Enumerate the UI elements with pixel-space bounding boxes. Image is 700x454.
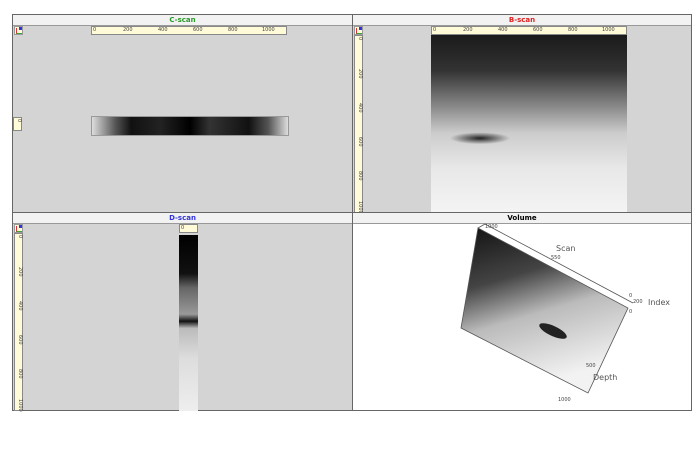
axes-orientation-icon[interactable] bbox=[354, 26, 363, 35]
volume-title: Volume bbox=[353, 213, 691, 224]
tick-label: 0 bbox=[17, 235, 23, 239]
bscan-image[interactable] bbox=[431, 35, 627, 213]
index-tick: 0 bbox=[629, 293, 633, 299]
dscan-panel[interactable]: D-scan 0 0 200 400 600 800 1000 bbox=[12, 212, 353, 412]
tick-label: 600 bbox=[193, 27, 203, 33]
tick-label: 0 bbox=[181, 225, 185, 231]
volume-3d-view[interactable] bbox=[353, 223, 693, 411]
tick-label: 600 bbox=[533, 27, 543, 33]
tick-label: 600 bbox=[357, 137, 363, 147]
tick-label: 0 bbox=[357, 37, 363, 41]
tick-label: 600 bbox=[17, 335, 23, 345]
dscan-image[interactable] bbox=[179, 235, 198, 411]
tick-label: 200 bbox=[463, 27, 473, 33]
scan-tick: 550 bbox=[551, 255, 561, 261]
volume-panel[interactable]: Volume Scan 1000 550 Index 0 200 0 Depth… bbox=[352, 212, 692, 411]
tick-label: 0 bbox=[433, 27, 437, 33]
tick-label: 400 bbox=[158, 27, 168, 33]
cscan-vertical-ruler[interactable]: 0 bbox=[13, 117, 22, 131]
depth-axis-label: Depth bbox=[593, 373, 618, 382]
cscan-panel[interactable]: C-scan 0 200 400 600 800 1000 0 bbox=[12, 14, 353, 213]
dscan-horizontal-ruler[interactable]: 0 bbox=[179, 224, 198, 233]
tick-label: 800 bbox=[568, 27, 578, 33]
index-axis-label: Index bbox=[648, 298, 671, 307]
tick-label: 400 bbox=[357, 103, 363, 113]
index-tick: 0 bbox=[629, 309, 633, 315]
dscan-title: D-scan bbox=[13, 213, 352, 224]
bscan-panel[interactable]: B-scan 0 200 400 600 800 1000 0 200 400 … bbox=[352, 14, 692, 214]
cscan-horizontal-ruler[interactable]: 0 200 400 600 800 1000 bbox=[91, 26, 287, 35]
tick-label: 0 bbox=[16, 119, 22, 123]
scan-axis-label: Scan bbox=[556, 244, 576, 253]
tick-label: 800 bbox=[357, 171, 363, 181]
bscan-vertical-ruler[interactable]: 0 200 400 600 800 1000 bbox=[354, 35, 363, 214]
axes-orientation-icon[interactable] bbox=[14, 224, 23, 233]
bscan-horizontal-ruler[interactable]: 0 200 400 600 800 1000 bbox=[431, 26, 627, 35]
tick-label: 1000 bbox=[602, 27, 615, 33]
bscan-title: B-scan bbox=[353, 15, 691, 26]
volume-defect bbox=[539, 323, 567, 339]
tick-label: 0 bbox=[93, 27, 97, 33]
cscan-title: C-scan bbox=[13, 15, 352, 26]
tick-label: 200 bbox=[123, 27, 133, 33]
tick-label: 400 bbox=[498, 27, 508, 33]
dscan-vertical-ruler[interactable]: 0 200 400 600 800 1000 bbox=[14, 233, 23, 412]
depth-tick: 1000 bbox=[558, 397, 571, 403]
axes-orientation-icon[interactable] bbox=[14, 26, 23, 35]
tick-label: 400 bbox=[17, 301, 23, 311]
tick-label: 1000 bbox=[17, 399, 23, 412]
tick-label: 1000 bbox=[262, 27, 275, 33]
tick-label: 800 bbox=[228, 27, 238, 33]
depth-tick: 500 bbox=[586, 363, 596, 369]
cscan-image[interactable] bbox=[91, 116, 289, 136]
tick-label: 800 bbox=[17, 369, 23, 379]
scan-tick: 1000 bbox=[485, 224, 498, 230]
tick-label: 200 bbox=[17, 267, 23, 277]
index-tick: 200 bbox=[633, 299, 643, 305]
volume-data-face bbox=[460, 227, 629, 394]
tick-label: 200 bbox=[357, 69, 363, 79]
